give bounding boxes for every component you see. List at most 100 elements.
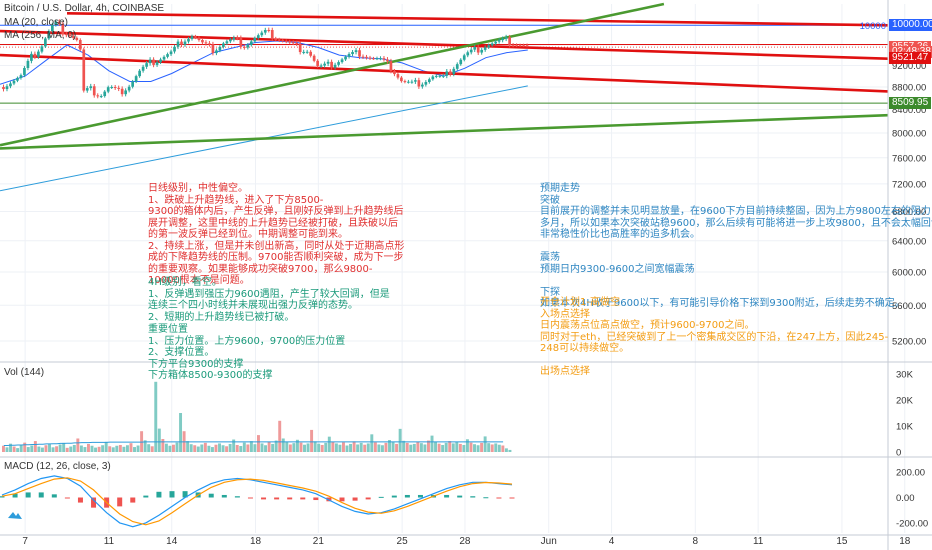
volume-bar [271,443,275,452]
volume-bar [154,381,158,452]
volume-bar [108,446,112,452]
macd-tick-label: -200.00 [896,518,928,529]
volume-bar [221,445,225,452]
candle [361,56,365,58]
volume-bar [33,441,37,452]
volume-legend[interactable]: Vol (144) [4,367,45,378]
candle [68,35,72,37]
volume-pane[interactable] [2,381,512,452]
volume-bar [483,436,487,452]
candle [12,80,16,84]
candle [242,46,246,48]
candle [51,24,54,31]
macd-histogram-bar [143,495,149,498]
candle [103,91,107,97]
volume-bar [150,446,154,452]
candle [501,38,504,41]
price-pane[interactable] [0,2,889,192]
price-tick-label: 7200.00 [892,179,926,190]
price-tag: 10000.00 [889,19,932,32]
volume-bar [214,444,218,452]
volume-bar [40,447,44,452]
candle [5,86,9,90]
candle [277,39,281,41]
macd-pane[interactable] [0,475,515,528]
macd-macd-line [1,475,513,528]
volume-bar [497,444,501,452]
price-tag: 8509.95 [889,97,932,110]
volume-bar [451,443,455,452]
volume-bar [23,442,27,452]
candle [497,40,501,42]
volume-bar [405,442,409,452]
price-axis[interactable]: 100009600.009200.008800.008400.008000.00… [860,21,929,530]
x-tick-label: 25 [397,536,409,547]
candle [400,77,403,82]
candle [525,45,529,47]
x-tick-label: Jun [541,536,557,547]
volume-bar [352,441,356,452]
note-levels: 重要位置 1、压力位置。上方9600，9700的压力位置 2、支撑位置。 下方平… [148,324,346,381]
macd-histogram-bar [156,491,162,498]
macd-histogram-bar [247,497,253,499]
volume-bar [342,442,345,452]
ma256-legend[interactable]: MA (256, MA, 0) [4,30,77,41]
candle [236,37,239,39]
volume-bar [462,444,466,452]
price-tick-label: 10000 [860,21,886,32]
volume-bar [402,440,406,452]
chart-title: Bitcoin / U.S. Dollar, 4h, COINBASE [4,3,165,14]
candle [218,46,222,51]
macd-histogram-bar [483,497,489,499]
volume-bar [380,445,384,452]
volume-bar [143,440,147,452]
volume-bar [225,446,229,452]
candle [344,56,347,60]
candle [431,76,435,80]
candle [208,43,211,45]
candle [469,49,473,53]
candle [190,36,194,39]
macd-histogram-bar [117,497,123,507]
macd-histogram-bar [0,496,5,498]
time-axis[interactable]: 7 11 14 18 21 25 28 Jun 4 8 11 15 18 [22,536,910,547]
volume-bar [175,442,179,452]
candle [145,63,148,67]
price-tick-label: 6800.00 [892,207,926,218]
tradingview-logo[interactable] [8,512,22,519]
volume-tick-label: 30K [896,370,914,381]
candle [323,63,326,66]
price-tick-label: 5200.00 [892,337,926,348]
candle [33,53,37,57]
candle [326,61,330,64]
volume-bar [324,442,328,452]
volume-bar [157,428,161,452]
candle [337,62,340,65]
volume-bar [168,445,172,452]
volume-bar [441,444,445,452]
candle [288,41,292,43]
macd-histogram-bar [169,491,175,498]
macd-tick-label: 0.00 [896,493,915,504]
volume-bar [5,447,9,452]
volume-bar [427,440,430,452]
candle [462,55,466,60]
macd-legend[interactable]: MACD (12, 26, close, 3) [4,461,111,472]
note-daily: 日线级别，中性偏空。 1、跌破上升趋势线，进入了下方8500- 9300的箱体内… [148,183,405,286]
volume-bar [129,443,133,452]
candle [358,50,361,57]
ma20-legend[interactable]: MA (20, close) [4,17,68,28]
price-tick-label: 7600.00 [892,153,926,164]
candle [232,37,236,40]
candle [61,23,65,34]
macd-histogram-bar [25,492,31,498]
candle [295,43,299,45]
candle [253,37,257,42]
candle [159,59,162,63]
candle [340,59,344,63]
volume-bar [16,448,20,452]
volume-bar [65,447,69,452]
volume-bar [55,446,59,452]
